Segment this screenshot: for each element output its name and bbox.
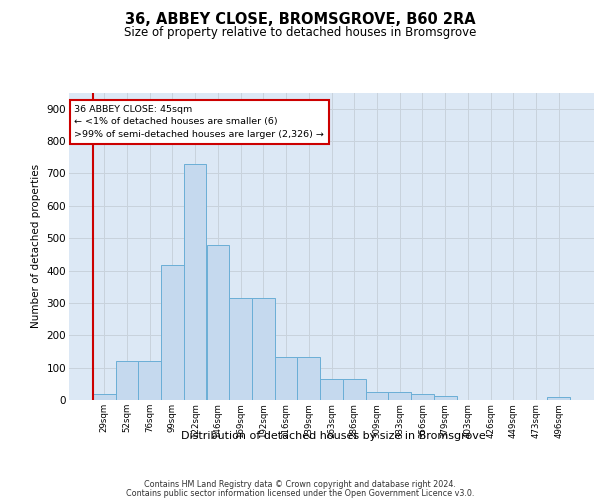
Bar [343,379,365,400]
Bar [275,357,298,400]
Text: 36, ABBEY CLOSE, BROMSGROVE, B60 2RA: 36, ABBEY CLOSE, BROMSGROVE, B60 2RA [125,12,475,28]
Bar [139,360,161,400]
Bar [206,244,229,400]
Text: 36 ABBEY CLOSE: 45sqm
← <1% of detached houses are smaller (6)
>99% of semi-deta: 36 ABBEY CLOSE: 45sqm ← <1% of detached … [74,105,324,139]
Text: Distribution of detached houses by size in Bromsgrove: Distribution of detached houses by size … [181,431,485,441]
Bar [411,394,434,400]
Bar [320,379,343,400]
Bar [161,264,184,400]
Bar [93,394,116,400]
Text: Size of property relative to detached houses in Bromsgrove: Size of property relative to detached ho… [124,26,476,39]
Text: Contains HM Land Registry data © Crown copyright and database right 2024.: Contains HM Land Registry data © Crown c… [144,480,456,489]
Y-axis label: Number of detached properties: Number of detached properties [31,164,41,328]
Text: Contains public sector information licensed under the Open Government Licence v3: Contains public sector information licen… [126,488,474,498]
Bar [434,396,457,400]
Bar [252,298,275,400]
Bar [547,397,570,400]
Bar [388,392,411,400]
Bar [365,392,388,400]
Bar [229,298,252,400]
Bar [298,357,320,400]
Bar [184,164,206,400]
Bar [116,360,139,400]
